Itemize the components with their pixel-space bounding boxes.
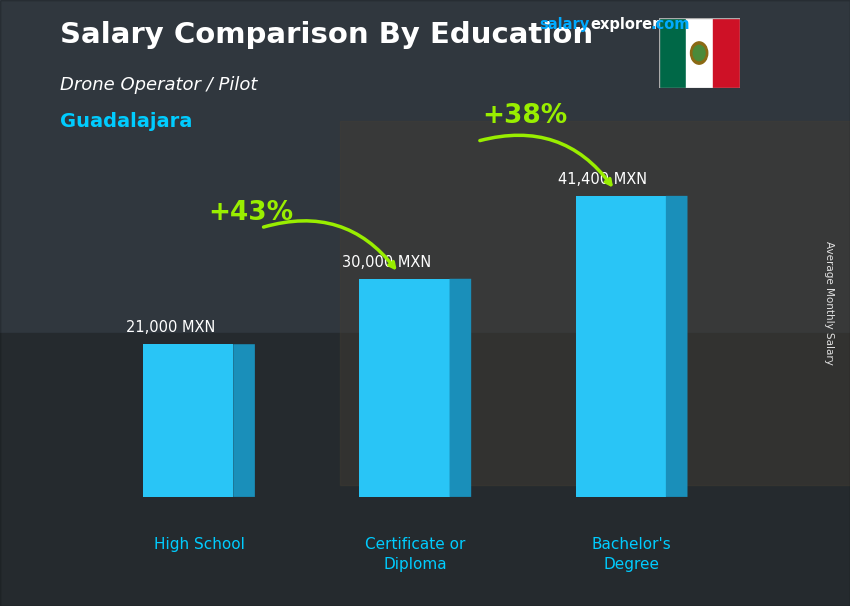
Text: .com: .com: [650, 17, 689, 32]
Bar: [340, 121, 850, 485]
Text: Salary Comparison By Education: Salary Comparison By Education: [60, 21, 592, 49]
Text: Certificate or
Diploma: Certificate or Diploma: [366, 537, 466, 571]
Bar: [143, 344, 233, 497]
Text: +43%: +43%: [208, 201, 293, 226]
Text: 21,000 MXN: 21,000 MXN: [126, 321, 215, 336]
Text: High School: High School: [154, 537, 245, 552]
Bar: [686, 18, 712, 88]
Text: 30,000 MXN: 30,000 MXN: [342, 255, 431, 270]
Text: Bachelor's
Degree: Bachelor's Degree: [592, 537, 672, 571]
Circle shape: [690, 42, 708, 64]
Text: explorer: explorer: [591, 17, 660, 32]
Polygon shape: [666, 196, 688, 497]
Bar: [0, 0, 850, 333]
Circle shape: [694, 45, 705, 61]
Bar: [0, 333, 850, 606]
Polygon shape: [450, 279, 471, 497]
Polygon shape: [233, 344, 255, 497]
Bar: [659, 18, 686, 88]
Text: 41,400 MXN: 41,400 MXN: [558, 172, 648, 187]
Bar: [712, 18, 740, 88]
Text: Guadalajara: Guadalajara: [60, 112, 192, 131]
Bar: [360, 279, 450, 497]
Text: Average Monthly Salary: Average Monthly Salary: [824, 241, 834, 365]
Text: salary: salary: [540, 17, 590, 32]
Bar: [575, 196, 666, 497]
Text: +38%: +38%: [482, 103, 567, 129]
Text: Drone Operator / Pilot: Drone Operator / Pilot: [60, 76, 257, 94]
